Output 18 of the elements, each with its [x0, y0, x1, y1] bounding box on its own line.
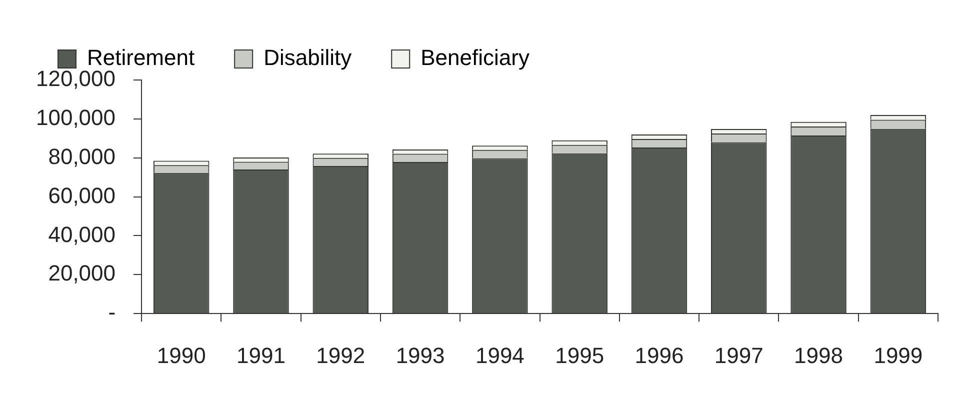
- x-tick-label: 1998: [794, 342, 844, 368]
- x-tick-label: 1992: [316, 342, 366, 368]
- x-tick-label: 1993: [396, 342, 445, 368]
- x-tick-label: 1997: [714, 342, 764, 368]
- y-tick-label: 60,000: [48, 182, 116, 208]
- x-tick-label: 1999: [874, 342, 923, 368]
- y-tick-label: -: [108, 300, 116, 325]
- x-tick-label: 1991: [236, 342, 286, 368]
- x-tick-label: 1995: [555, 342, 604, 368]
- y-tick-label: 80,000: [48, 144, 116, 169]
- y-tick-label: 40,000: [48, 222, 116, 247]
- legend-label: Disability: [264, 45, 352, 70]
- x-tick-label: 1990: [156, 342, 206, 368]
- x-tick-label: 1994: [475, 342, 524, 368]
- y-tick-label: 100,000: [36, 104, 116, 130]
- y-tick-label: 20,000: [48, 260, 116, 286]
- x-tick-label: 1996: [634, 342, 684, 368]
- legend-label: Beneficiary: [420, 45, 530, 70]
